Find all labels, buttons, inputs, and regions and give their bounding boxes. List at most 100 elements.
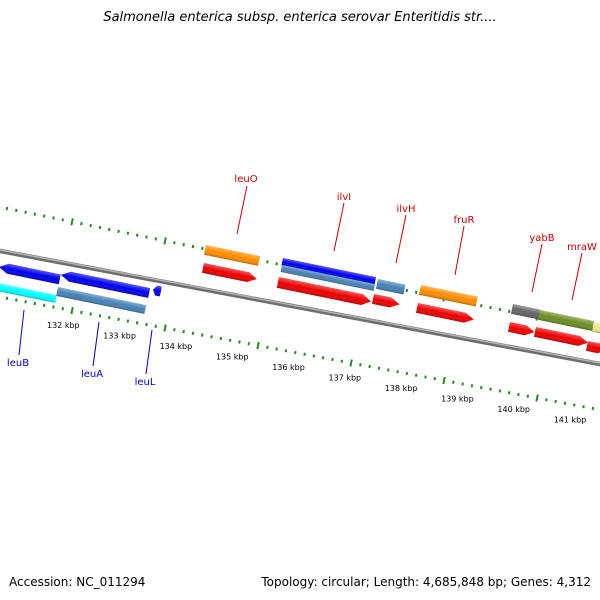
- ilvI-product: [280, 265, 376, 291]
- minor-tick-mark: [80, 222, 83, 226]
- leuL-arrow-shade: [152, 285, 162, 297]
- ilvI-arrow-shade: [276, 277, 371, 306]
- ilvI-product-shade: [280, 265, 376, 291]
- leuA-arrow: [60, 271, 151, 298]
- minor-tick-mark: [24, 300, 27, 304]
- minor-tick-mark: [210, 335, 213, 339]
- next-arrow: [585, 341, 600, 354]
- minor-tick-mark: [405, 371, 409, 376]
- major-tick-mark: [256, 341, 260, 350]
- minor-tick-mark: [507, 391, 511, 395]
- yabB-product-shade: [510, 304, 541, 320]
- leader-ilvH: [395, 214, 407, 264]
- accession-text: Accession: NC_011294: [9, 575, 146, 589]
- fruR-product-shade: [418, 285, 478, 307]
- leuA-arrow-shade: [60, 271, 151, 298]
- minor-tick-mark: [266, 260, 269, 264]
- gene-features: [0, 245, 600, 354]
- leuB-product: [0, 283, 57, 303]
- scale-label: 134 kbp: [160, 342, 193, 351]
- leuB-arrow: [0, 263, 61, 285]
- next-product-shade: [591, 322, 600, 335]
- minor-tick-mark: [14, 208, 18, 213]
- minor-tick-mark: [219, 336, 223, 341]
- minor-tick-mark: [591, 406, 595, 411]
- gene-label-mraW: mraW: [567, 242, 597, 253]
- leuB-product-shade: [0, 283, 57, 303]
- ilvH-arrow: [371, 294, 400, 308]
- minor-tick-mark: [42, 303, 46, 307]
- leuL-arrow: [152, 285, 162, 297]
- minor-tick-mark: [414, 290, 418, 294]
- scale-label: 137 kbp: [329, 374, 362, 383]
- minor-tick-mark: [126, 319, 130, 323]
- minor-tick-mark: [191, 244, 195, 249]
- minor-tick-mark: [284, 349, 288, 353]
- genome-title: Salmonella enterica subsp. enterica sero…: [103, 10, 497, 25]
- minor-tick-mark: [452, 380, 455, 384]
- major-tick-mark: [163, 237, 167, 245]
- minor-tick-mark: [200, 333, 204, 337]
- minor-tick-mark: [489, 387, 492, 391]
- minor-tick-mark: [414, 373, 418, 377]
- leuO-arrow-shade: [201, 263, 257, 283]
- gene-label-leuL: leuL: [135, 377, 156, 388]
- minor-tick-mark: [61, 218, 65, 222]
- leader-leuB: [18, 309, 25, 356]
- minor-tick-mark: [321, 356, 325, 360]
- minor-tick-mark: [554, 399, 557, 404]
- gene-labels: leuO ilvI ilvH fruR yabB mraW leuB leuA leuL: [7, 174, 597, 388]
- minor-tick-mark: [5, 296, 9, 300]
- ilvI-cds-blue: [281, 258, 377, 285]
- scale-label: 135 kbp: [216, 353, 249, 362]
- mraW-arrow: [533, 327, 588, 346]
- yabB-arrow: [507, 322, 535, 336]
- mraW-arrow-shade: [533, 327, 588, 346]
- minor-tick-mark: [89, 312, 92, 316]
- minor-tick-mark: [526, 394, 530, 398]
- leader-ilvI: [333, 202, 345, 252]
- minor-tick-mark: [145, 322, 148, 327]
- ilvH-product: [375, 279, 406, 295]
- minor-tick-mark: [545, 398, 548, 402]
- ilvI-cds-blue-shade: [281, 258, 377, 285]
- minor-tick-mark: [331, 357, 334, 362]
- minor-tick-mark: [340, 359, 344, 363]
- ilvH-arrow-shade: [371, 294, 400, 308]
- chromosome-backbone: [0, 248, 600, 367]
- minor-tick-mark: [386, 368, 390, 372]
- scale-label: 140 kbp: [497, 405, 530, 414]
- minor-tick-mark: [33, 212, 37, 216]
- minor-tick-mark: [24, 210, 27, 214]
- minor-tick-mark: [98, 225, 102, 230]
- minor-tick-mark: [191, 331, 195, 335]
- minor-tick-mark: [498, 389, 502, 393]
- scale-label: 136 kbp: [272, 363, 305, 372]
- leuO-product: [203, 245, 260, 266]
- fruR-arrow-shade: [415, 303, 474, 323]
- minor-tick-mark: [89, 223, 92, 228]
- leuA-product-shade: [56, 287, 147, 314]
- leader-fruR: [454, 225, 465, 276]
- minor-tick-mark: [107, 315, 111, 320]
- mraW-product: [537, 310, 594, 331]
- yabB-product: [510, 304, 541, 320]
- lower-tick-dots: [5, 296, 595, 411]
- mraW-product-shade: [537, 310, 594, 331]
- minor-tick-mark: [266, 345, 269, 349]
- gene-label-yabB: yabB: [529, 233, 554, 244]
- minor-tick-mark: [33, 301, 37, 306]
- minor-tick-mark: [582, 405, 585, 409]
- minor-tick-mark: [238, 340, 241, 344]
- major-tick-mark: [70, 306, 74, 315]
- minor-tick-mark: [173, 241, 176, 245]
- leader-leuL: [145, 329, 153, 375]
- minor-tick-mark: [200, 246, 204, 251]
- minor-tick-mark: [489, 305, 492, 310]
- minor-tick-mark: [470, 384, 474, 388]
- minor-tick-mark: [396, 370, 399, 374]
- backbone-line: [0, 248, 600, 367]
- scale-label: 138 kbp: [385, 384, 418, 393]
